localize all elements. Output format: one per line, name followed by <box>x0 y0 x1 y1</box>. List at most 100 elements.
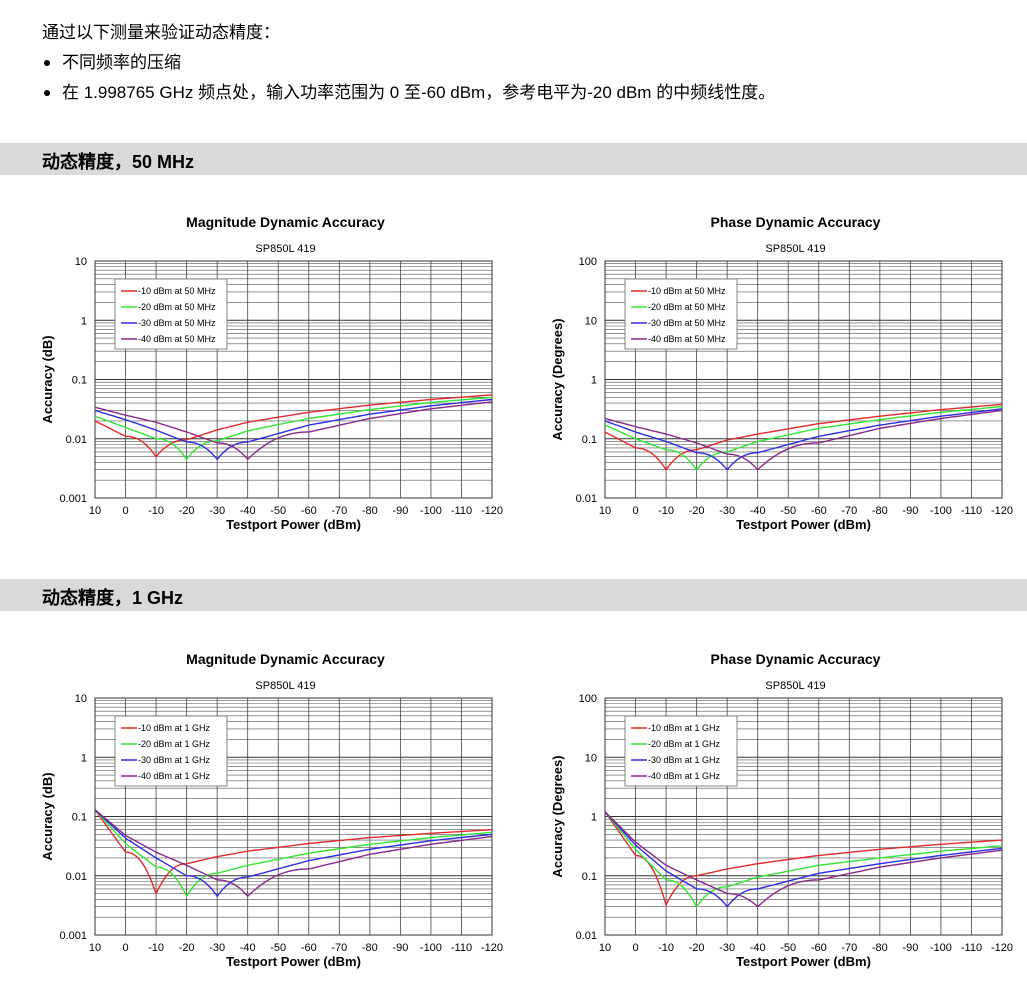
x-tick-label: 10 <box>89 942 101 954</box>
x-tick-label: -100 <box>930 505 952 517</box>
x-tick-label: -120 <box>481 942 503 954</box>
plot-frame <box>94 697 493 936</box>
x-tick-label: -40 <box>750 505 766 517</box>
y-tick-label: 0.001 <box>59 930 87 942</box>
legend: -10 dBm at 50 MHz -20 dBm at 50 MHz -30 dB… <box>114 278 228 350</box>
series-line-2 <box>94 396 493 461</box>
x-tick-label: -70 <box>331 942 347 954</box>
x-tick-label: -50 <box>780 505 796 517</box>
y-tick-label: 0.01 <box>66 434 87 446</box>
series-line-3 <box>604 408 1003 471</box>
y-tick-label: 1 <box>591 375 597 387</box>
x-tick-label: -20 <box>179 942 195 954</box>
x-tick-label: -80 <box>362 505 378 517</box>
chart-title: Phase Dynamic Accuracy <box>711 651 881 667</box>
x-tick-label: -30 <box>719 942 735 954</box>
x-tick-label: -20 <box>179 505 195 517</box>
x-tick-label: -120 <box>991 505 1013 517</box>
x-tick-label: -120 <box>481 505 503 517</box>
series-line-2 <box>604 405 1003 471</box>
x-tick-label: -70 <box>841 942 857 954</box>
y-tick-label: 100 <box>579 693 597 705</box>
y-tick-label: 1 <box>81 315 87 327</box>
bullet-item: 在 1.998765 GHz 频点处，输入功率范围为 0 至-60 dBm，参考… <box>42 78 775 108</box>
series-line-1 <box>604 403 1003 471</box>
x-tick-label: -60 <box>301 942 317 954</box>
section-title: 动态精度，1 GHz <box>42 588 184 608</box>
chart-title: Phase Dynamic Accuracy <box>711 214 881 230</box>
legend: -10 dBm at 1 GHz -20 dBm at 1 GHz -30 dBm … <box>114 715 228 787</box>
plot-frame <box>94 260 493 499</box>
x-tick-label: -110 <box>961 942 982 954</box>
x-tick-label: -60 <box>811 505 827 517</box>
x-tick-label: -100 <box>420 505 442 517</box>
plot-frame <box>604 697 1003 936</box>
series-line-3 <box>94 809 493 898</box>
legend-label: -30 dBm at 1 GHz <box>138 755 211 765</box>
x-tick-label: -100 <box>420 942 442 954</box>
y-axis-label: Accuracy (Degrees) <box>550 318 565 440</box>
legend-label: -20 dBm at 1 GHz <box>138 739 211 749</box>
legend-label: -40 dBm at 1 GHz <box>648 771 721 781</box>
legend-label: -40 dBm at 1 GHz <box>138 771 211 781</box>
x-tick-label: -70 <box>841 505 857 517</box>
chart-subtitle: SP850L 419 <box>765 680 825 692</box>
x-axis-label: Testport Power (dBm) <box>226 954 361 969</box>
y-tick-label: 0.001 <box>59 493 87 505</box>
y-tick-label: 0.01 <box>576 930 597 942</box>
legend-label: -40 dBm at 50 MHz <box>138 334 216 344</box>
legend-label: -30 dBm at 50 MHz <box>138 318 216 328</box>
plot-frame <box>604 260 1003 499</box>
series-line-4 <box>94 809 493 898</box>
x-tick-label: -120 <box>991 942 1013 954</box>
series-line-1 <box>94 809 493 896</box>
chart-title: Magnitude Dynamic Accuracy <box>186 651 385 667</box>
series-line-2 <box>604 811 1003 908</box>
x-tick-label: -20 <box>689 942 705 954</box>
series-line-4 <box>604 811 1003 908</box>
legend-label: -10 dBm at 1 GHz <box>138 723 211 733</box>
x-tick-label: -80 <box>362 942 378 954</box>
x-axis-label: Testport Power (dBm) <box>226 517 361 532</box>
x-tick-label: -80 <box>872 505 888 517</box>
x-tick-label: 0 <box>632 942 638 954</box>
y-axis-label: Accuracy (dB) <box>40 772 55 860</box>
y-axis-label: Accuracy (Degrees) <box>550 755 565 877</box>
y-tick-label: 0.01 <box>66 871 87 883</box>
x-tick-label: -90 <box>902 505 918 517</box>
x-tick-label: -10 <box>148 505 164 517</box>
intro-bullets: 不同频率的压缩 在 1.998765 GHz 频点处，输入功率范围为 0 至-6… <box>42 48 775 108</box>
y-tick-label: 10 <box>585 752 597 764</box>
x-tick-label: -50 <box>780 942 796 954</box>
x-tick-label: -50 <box>270 942 286 954</box>
legend-label: -10 dBm at 50 MHz <box>648 286 726 296</box>
x-tick-label: -50 <box>270 505 286 517</box>
x-tick-label: -40 <box>240 505 256 517</box>
x-tick-label: 10 <box>89 505 101 517</box>
x-tick-label: -60 <box>301 505 317 517</box>
legend-label: -20 dBm at 50 MHz <box>648 302 726 312</box>
legend-label: -20 dBm at 1 GHz <box>648 739 721 749</box>
legend-label: -10 dBm at 50 MHz <box>138 286 216 296</box>
chart-title: Magnitude Dynamic Accuracy <box>186 214 385 230</box>
x-tick-label: -90 <box>392 505 408 517</box>
x-tick-label: -30 <box>209 942 225 954</box>
x-tick-label: -60 <box>811 942 827 954</box>
section-header-1ghz: 动态精度，1 GHz <box>0 579 1027 611</box>
x-tick-label: -110 <box>961 505 982 517</box>
y-tick-label: 10 <box>75 256 87 268</box>
x-tick-label: -70 <box>331 505 347 517</box>
y-axis-label: Accuracy (dB) <box>40 335 55 423</box>
x-tick-label: -30 <box>719 505 735 517</box>
section-header-50mhz: 动态精度，50 MHz <box>0 143 1027 175</box>
chart-subtitle: SP850L 419 <box>255 680 315 692</box>
legend-label: -10 dBm at 1 GHz <box>648 723 721 733</box>
legend: -10 dBm at 1 GHz -20 dBm at 1 GHz -30 dBm … <box>624 715 738 787</box>
x-tick-label: 0 <box>122 505 128 517</box>
bullet-item: 不同频率的压缩 <box>42 48 775 78</box>
y-tick-label: 0.1 <box>72 375 87 387</box>
legend-label: -30 dBm at 50 MHz <box>648 318 726 328</box>
